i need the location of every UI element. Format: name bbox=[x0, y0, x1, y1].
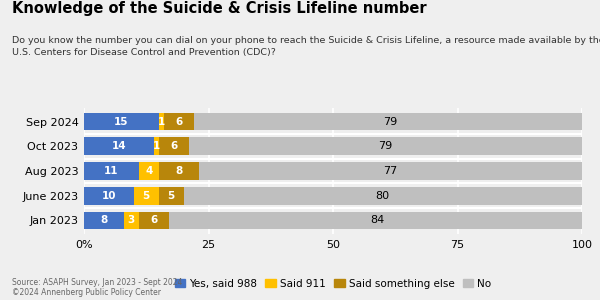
Text: 6: 6 bbox=[150, 215, 157, 225]
Text: 79: 79 bbox=[378, 141, 392, 151]
Bar bbox=[84, 187, 134, 205]
Bar bbox=[139, 212, 169, 229]
Bar bbox=[199, 162, 582, 180]
Text: 8: 8 bbox=[100, 215, 107, 225]
Text: Source: ASAPH Survey, Jan 2023 - Sept 2024
©2024 Annenberg Public Policy Center: Source: ASAPH Survey, Jan 2023 - Sept 20… bbox=[12, 278, 182, 297]
Bar bbox=[84, 137, 154, 155]
Legend: Yes, said 988, Said 911, Said something else, No: Yes, said 988, Said 911, Said something … bbox=[170, 274, 496, 293]
Text: Knowledge of the Suicide & Crisis Lifeline number: Knowledge of the Suicide & Crisis Lifeli… bbox=[12, 2, 427, 16]
Text: 8: 8 bbox=[175, 166, 182, 176]
Text: 6: 6 bbox=[175, 117, 182, 127]
Bar bbox=[84, 113, 159, 130]
Bar bbox=[194, 113, 587, 130]
Text: 77: 77 bbox=[383, 166, 397, 176]
Text: 5: 5 bbox=[143, 191, 150, 201]
Text: 79: 79 bbox=[383, 117, 397, 127]
Text: 1: 1 bbox=[152, 141, 160, 151]
Bar bbox=[124, 212, 139, 229]
Bar bbox=[164, 113, 194, 130]
Text: Do you know the number you can dial on your phone to reach the Suicide & Crisis : Do you know the number you can dial on y… bbox=[12, 36, 600, 57]
Text: 4: 4 bbox=[145, 166, 152, 176]
Bar bbox=[84, 212, 124, 229]
Text: 1: 1 bbox=[158, 117, 165, 127]
Bar bbox=[159, 187, 184, 205]
Text: 3: 3 bbox=[128, 215, 135, 225]
Bar bbox=[134, 187, 159, 205]
Bar bbox=[154, 137, 159, 155]
Text: 80: 80 bbox=[376, 191, 390, 201]
Text: 15: 15 bbox=[114, 117, 128, 127]
Bar bbox=[159, 113, 164, 130]
Text: 84: 84 bbox=[371, 215, 385, 225]
Bar bbox=[159, 137, 188, 155]
Bar bbox=[184, 187, 582, 205]
Bar bbox=[84, 162, 139, 180]
Bar bbox=[169, 212, 587, 229]
Text: 6: 6 bbox=[170, 141, 177, 151]
Bar bbox=[188, 137, 582, 155]
Text: 14: 14 bbox=[112, 141, 126, 151]
Text: 11: 11 bbox=[104, 166, 119, 176]
Bar bbox=[139, 162, 159, 180]
Text: 5: 5 bbox=[167, 191, 175, 201]
Bar bbox=[159, 162, 199, 180]
Text: 10: 10 bbox=[101, 191, 116, 201]
